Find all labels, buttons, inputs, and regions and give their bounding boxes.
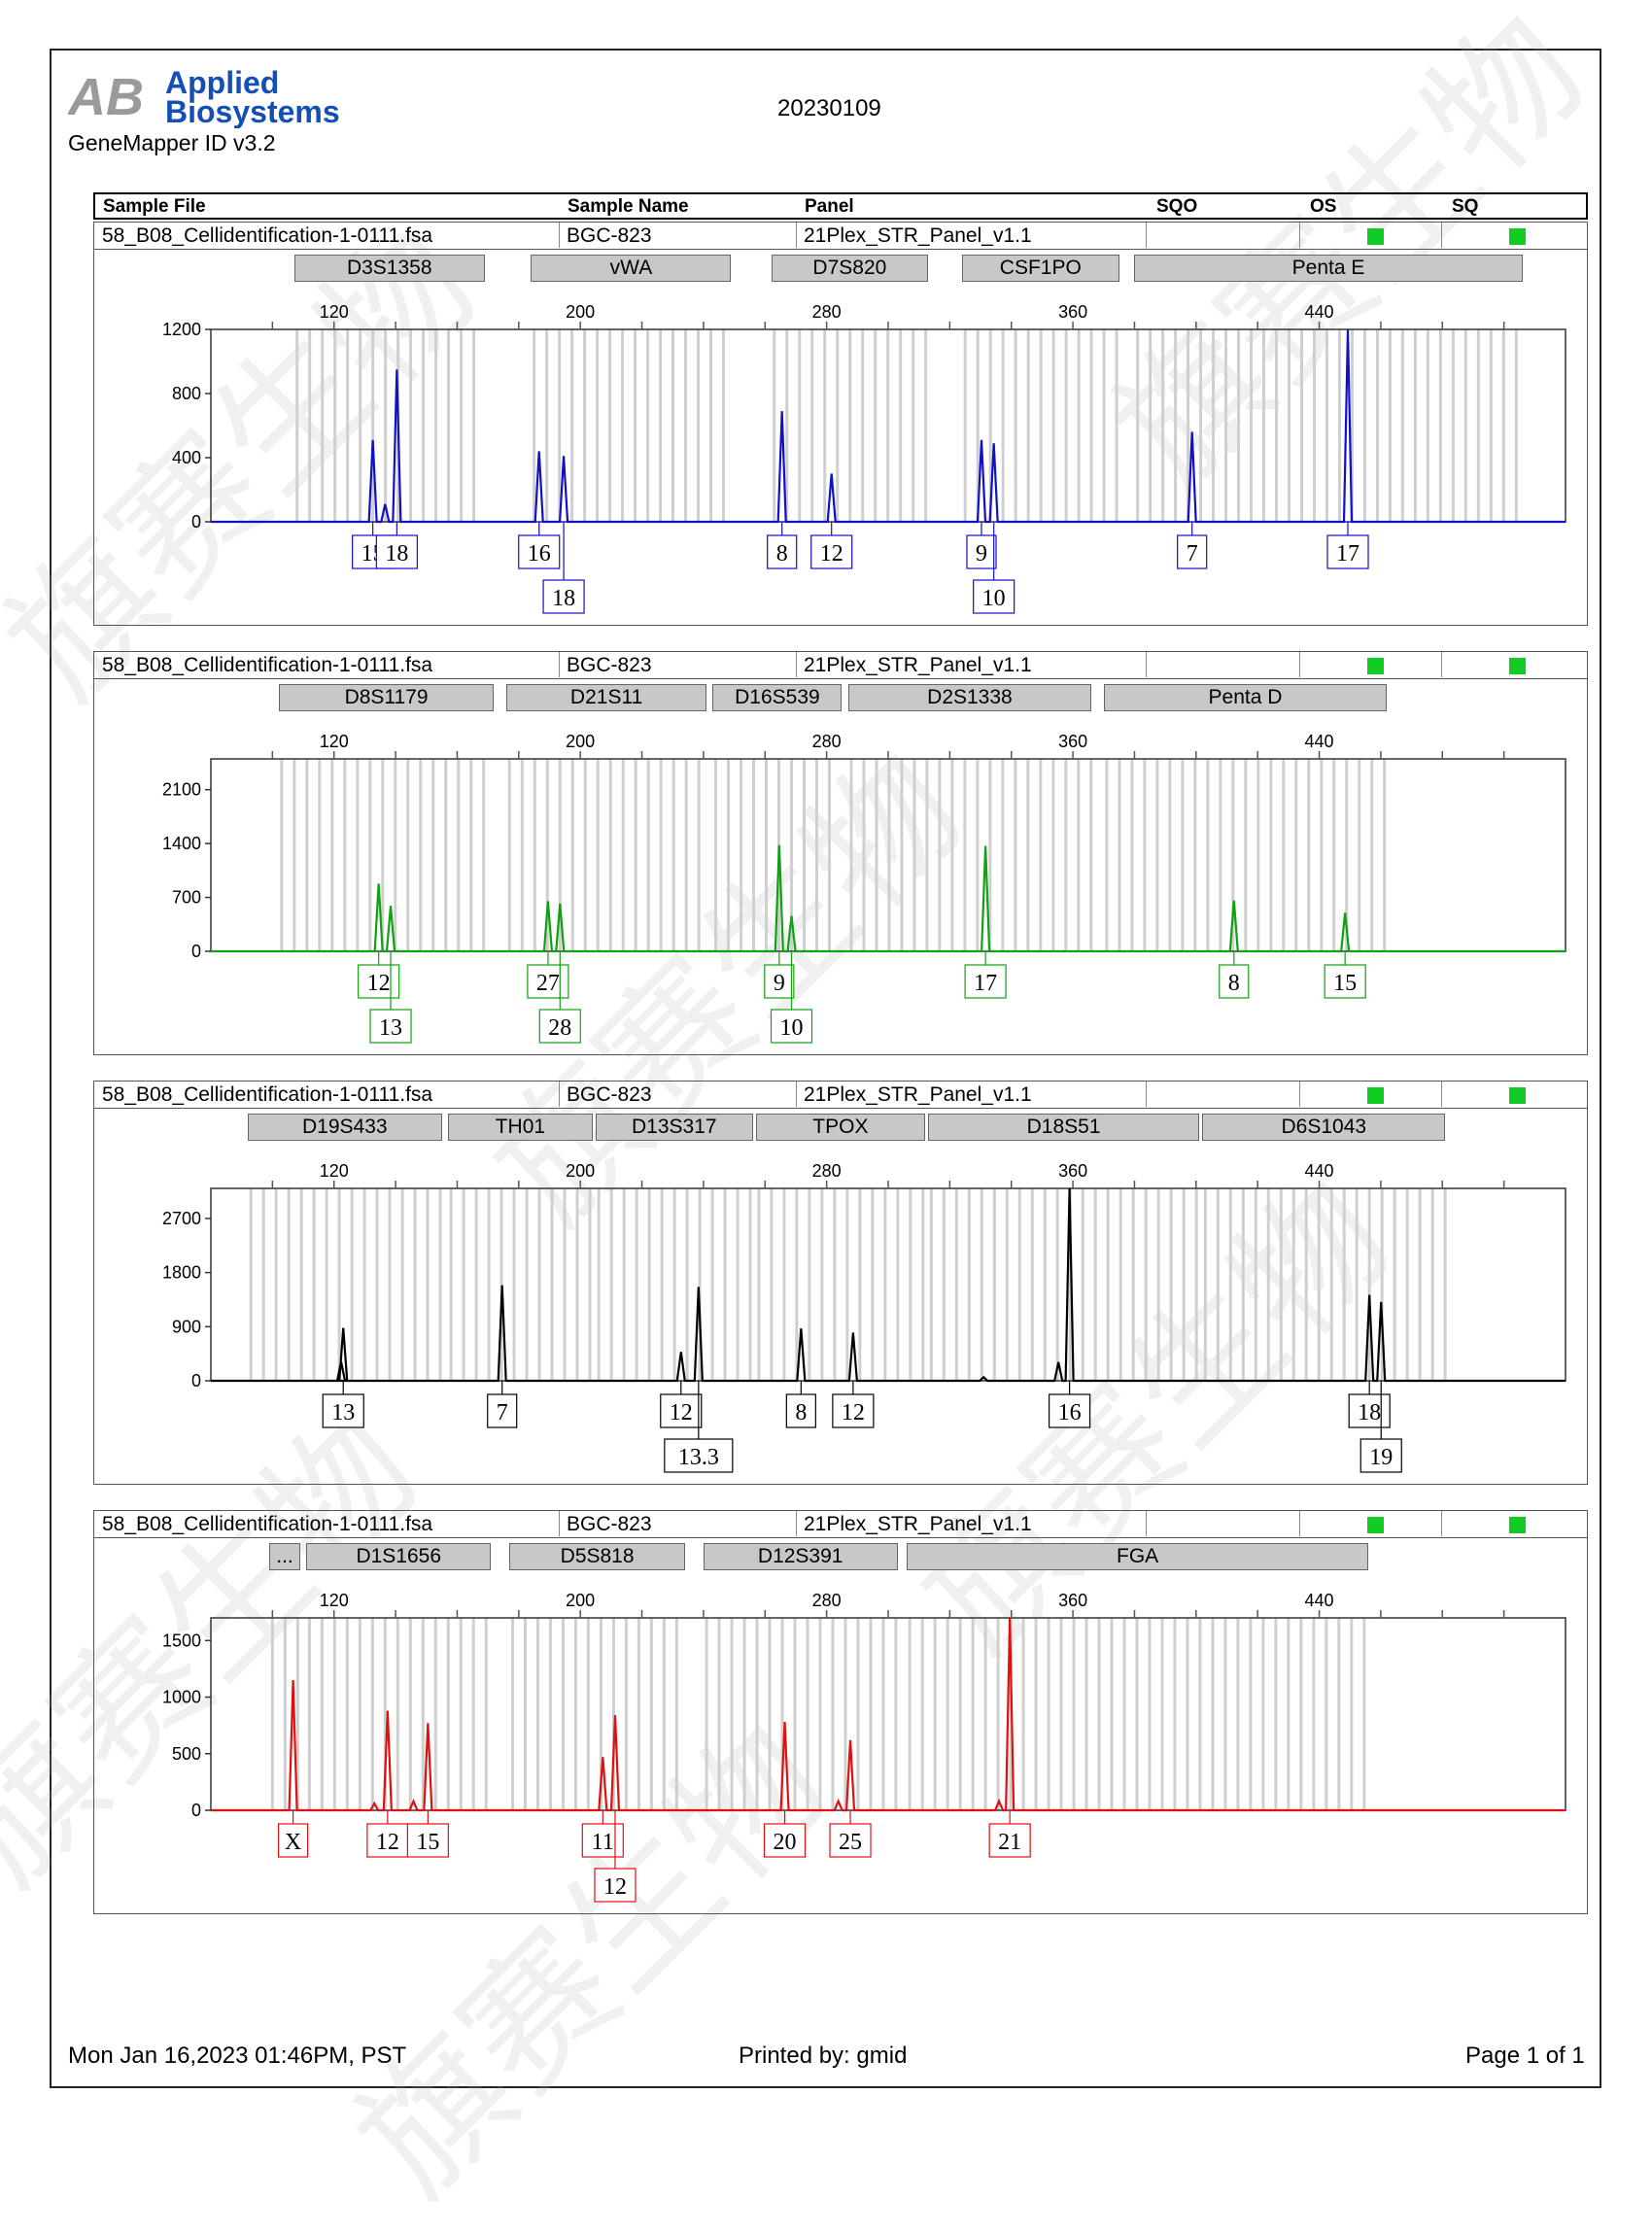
run-date: 20230109 bbox=[777, 95, 881, 122]
x-tick-label: 360 bbox=[1058, 1161, 1087, 1181]
x-tick-label: 360 bbox=[1058, 302, 1087, 322]
x-tick-label: 120 bbox=[320, 732, 349, 751]
allele-label: 12 bbox=[367, 971, 391, 996]
allele-label: 8 bbox=[795, 1400, 807, 1425]
x-tick-label: 360 bbox=[1058, 732, 1087, 751]
x-tick-label: 280 bbox=[812, 1161, 842, 1181]
y-tick-label: 1800 bbox=[162, 1263, 201, 1283]
allele-label: 7 bbox=[497, 1400, 508, 1425]
x-tick-label: 440 bbox=[1305, 1591, 1334, 1610]
y-tick-label: 0 bbox=[191, 1801, 201, 1820]
software-version: GeneMapper ID v3.2 bbox=[68, 130, 276, 156]
x-tick-label: 200 bbox=[566, 732, 595, 751]
allele-label: 10 bbox=[780, 1015, 804, 1041]
x-tick-label: 200 bbox=[566, 1161, 595, 1181]
y-tick-label: 2700 bbox=[162, 1209, 201, 1228]
y-tick-label: 1200 bbox=[162, 320, 201, 339]
col-panel: Panel bbox=[805, 196, 854, 218]
allele-label: X bbox=[285, 1830, 301, 1855]
logo-line2: Biosystems bbox=[165, 94, 340, 128]
allele-label: 8 bbox=[1228, 971, 1240, 996]
allele-label: 9 bbox=[976, 541, 987, 567]
col-os: OS bbox=[1310, 196, 1336, 218]
y-tick-label: 800 bbox=[172, 384, 201, 403]
allele-label: 17 bbox=[1336, 541, 1359, 567]
allele-label: 12 bbox=[376, 1830, 399, 1855]
y-tick-label: 400 bbox=[172, 448, 201, 467]
allele-label: 7 bbox=[1187, 541, 1198, 567]
x-tick-label: 200 bbox=[566, 1591, 595, 1610]
allele-label: 18 bbox=[385, 541, 408, 567]
allele-label: 11 bbox=[592, 1830, 614, 1855]
plot-svg: 120 200 280 360 440 0 700 1400 2100 12 13 27 28 9 10 17… bbox=[94, 652, 1587, 1056]
allele-label: 13 bbox=[331, 1400, 355, 1425]
x-tick-label: 120 bbox=[320, 1161, 349, 1181]
trace-red bbox=[211, 1618, 1566, 1810]
x-tick-label: 120 bbox=[320, 1591, 349, 1610]
y-tick-label: 500 bbox=[172, 1744, 201, 1764]
allele-label: 12 bbox=[842, 1400, 865, 1425]
allele-label: 12 bbox=[670, 1400, 693, 1425]
x-tick-label: 440 bbox=[1305, 302, 1334, 322]
allele-label: 16 bbox=[1058, 1400, 1082, 1425]
y-tick-label: 0 bbox=[191, 1371, 201, 1391]
allele-label: 12 bbox=[603, 1874, 627, 1900]
col-sqo: SQO bbox=[1156, 196, 1197, 218]
allele-label: 20 bbox=[774, 1830, 797, 1855]
col-sample-name: Sample Name bbox=[568, 196, 689, 218]
x-tick-label: 200 bbox=[566, 302, 595, 322]
y-tick-label: 1000 bbox=[162, 1688, 201, 1707]
allele-label: 28 bbox=[548, 1015, 571, 1041]
y-tick-label: 2100 bbox=[162, 780, 201, 800]
allele-label: 13 bbox=[379, 1015, 402, 1041]
y-tick-label: 1400 bbox=[162, 834, 201, 853]
x-tick-label: 280 bbox=[812, 302, 842, 322]
allele-label: 19 bbox=[1369, 1445, 1393, 1470]
col-sample-file: Sample File bbox=[103, 196, 206, 218]
allele-label: 17 bbox=[974, 971, 997, 996]
allele-label: 21 bbox=[998, 1830, 1021, 1855]
plot-frame bbox=[211, 1618, 1566, 1810]
allele-label: 18 bbox=[552, 586, 575, 611]
page-number: Page 1 of 1 bbox=[1465, 2043, 1585, 2070]
print-timestamp: Mon Jan 16,2023 01:46PM, PST bbox=[68, 2043, 406, 2070]
applied-biosystems-logo: AB Applied Biosystems bbox=[68, 64, 340, 128]
allele-label: 13.3 bbox=[678, 1445, 719, 1470]
plot-svg: 120 200 280 360 440 0 500 1000 1500 X 12 15 11 12 20 25… bbox=[94, 1511, 1587, 1915]
allele-label: 8 bbox=[776, 541, 788, 567]
allele-label: 15 bbox=[1333, 971, 1357, 996]
x-tick-label: 440 bbox=[1305, 1161, 1334, 1181]
allele-label: 16 bbox=[528, 541, 551, 567]
allele-label: 12 bbox=[820, 541, 843, 567]
column-header: Sample File Sample Name Panel SQO OS SQ bbox=[93, 192, 1588, 220]
allele-label: 9 bbox=[774, 971, 785, 996]
allele-label: 10 bbox=[982, 586, 1006, 611]
y-tick-label: 1500 bbox=[162, 1631, 201, 1650]
x-tick-label: 440 bbox=[1305, 732, 1334, 751]
allele-label: 15 bbox=[416, 1830, 439, 1855]
x-tick-label: 360 bbox=[1058, 1591, 1087, 1610]
col-sq: SQ bbox=[1452, 196, 1478, 218]
plot-svg: 120 200 280 360 440 0 900 1800 2700 13 7 12 13.3 8 12 1… bbox=[94, 1082, 1587, 1486]
x-tick-label: 280 bbox=[812, 732, 842, 751]
x-tick-label: 280 bbox=[812, 1591, 842, 1610]
printed-by: Printed by: gmid bbox=[739, 2043, 907, 2070]
allele-label: 27 bbox=[536, 971, 560, 996]
logo-mark: AB bbox=[68, 68, 144, 126]
x-tick-label: 120 bbox=[320, 302, 349, 322]
y-tick-label: 0 bbox=[191, 942, 201, 961]
allele-label: 25 bbox=[839, 1830, 862, 1855]
y-tick-label: 700 bbox=[172, 888, 201, 908]
y-tick-label: 900 bbox=[172, 1317, 201, 1336]
allele-label: 18 bbox=[1358, 1400, 1381, 1425]
y-tick-label: 0 bbox=[191, 512, 201, 532]
